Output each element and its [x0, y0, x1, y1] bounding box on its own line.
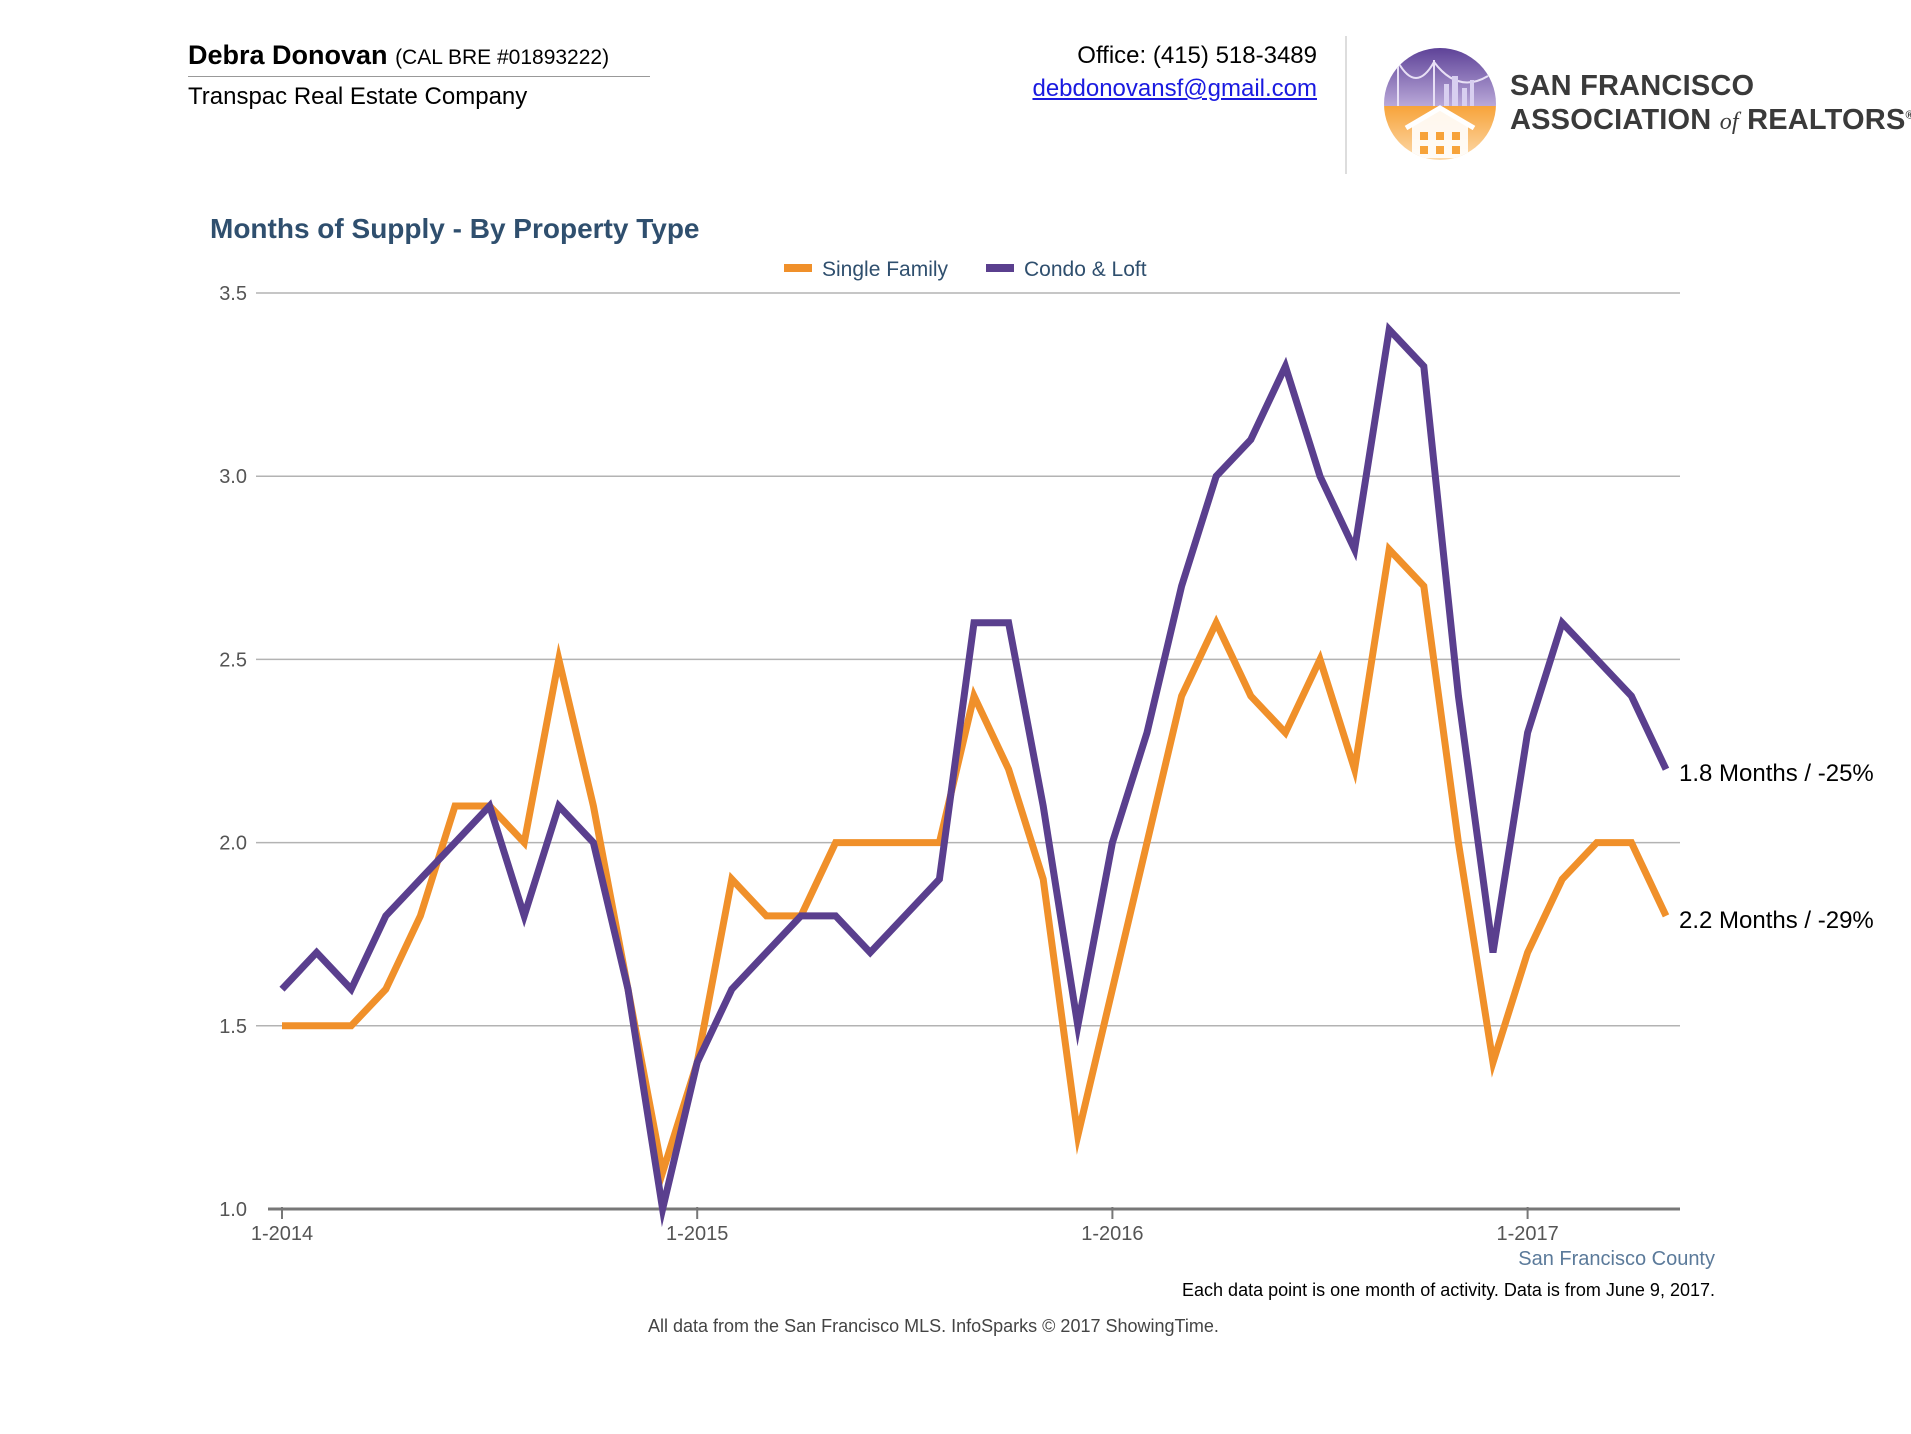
y-tick-label: 2.0	[219, 833, 247, 855]
x-tick-label: 1-2017	[1496, 1223, 1558, 1245]
legend-swatch-single-family	[784, 264, 812, 272]
email-link[interactable]: debdonovansf@gmail.com	[1032, 75, 1317, 102]
data-note: Each data point is one month of activity…	[1182, 1280, 1715, 1300]
y-tick-label: 1.5	[219, 1016, 247, 1038]
header-divider	[1345, 36, 1347, 174]
legend: Single Family Condo & Loft	[784, 258, 1147, 281]
end-labels: 1.8 Months / -25% 2.2 Months / -29%	[1679, 760, 1874, 934]
y-tick-label: 3.0	[219, 466, 247, 488]
org-word-association: ASSOCIATION	[1510, 104, 1712, 136]
data-source: All data from the San Francisco MLS. Inf…	[648, 1316, 1219, 1336]
agent-divider	[188, 76, 650, 77]
end-label-lower: 2.2 Months / -29%	[1679, 907, 1874, 934]
org-word-of: of	[1719, 109, 1739, 135]
series-line-condo-loft	[279, 322, 1670, 1228]
y-tick-label: 1.0	[219, 1199, 247, 1221]
agent-license: (CAL BRE #01893222)	[395, 46, 610, 69]
org-name-line2: ASSOCIATION of REALTORS®	[1510, 104, 1911, 137]
series-line-single-family	[282, 541, 1670, 1187]
chart-title: Months of Supply - By Property Type	[210, 213, 700, 244]
registered-mark: ®	[1905, 109, 1911, 122]
org-name-line1: SAN FRANCISCO	[1510, 70, 1755, 102]
office-phone: Office: (415) 518-3489	[1077, 42, 1317, 69]
agent-name: Debra Donovan (CAL BRE #01893222)	[188, 40, 609, 71]
agent-name-text: Debra Donovan	[188, 40, 388, 70]
y-tick-label: 2.5	[219, 649, 247, 671]
region-label: San Francisco County	[1518, 1248, 1715, 1270]
x-tick-label: 1-2014	[251, 1223, 313, 1245]
series-lines	[279, 322, 1670, 1228]
x-tick-label: 1-2016	[1081, 1223, 1143, 1245]
legend-swatch-condo-loft	[986, 264, 1014, 272]
legend-label-single-family: Single Family	[822, 258, 949, 281]
sfar-logo	[1384, 48, 1496, 160]
y-tick-label: 3.5	[219, 283, 247, 305]
grid-lines	[256, 292, 1680, 1027]
agent-company: Transpac Real Estate Company	[188, 83, 528, 110]
legend-label-condo-loft: Condo & Loft	[1024, 258, 1147, 281]
x-axis: 1-2014 1-2015 1-2016 1-2017	[251, 1207, 1680, 1245]
org-word-realtors: REALTORS	[1747, 104, 1906, 136]
x-tick-label: 1-2015	[666, 1223, 728, 1245]
end-label-upper: 1.8 Months / -25%	[1679, 760, 1874, 787]
y-axis-ticks: 3.5 3.0 2.5 2.0 1.5 1.0	[219, 283, 247, 1221]
